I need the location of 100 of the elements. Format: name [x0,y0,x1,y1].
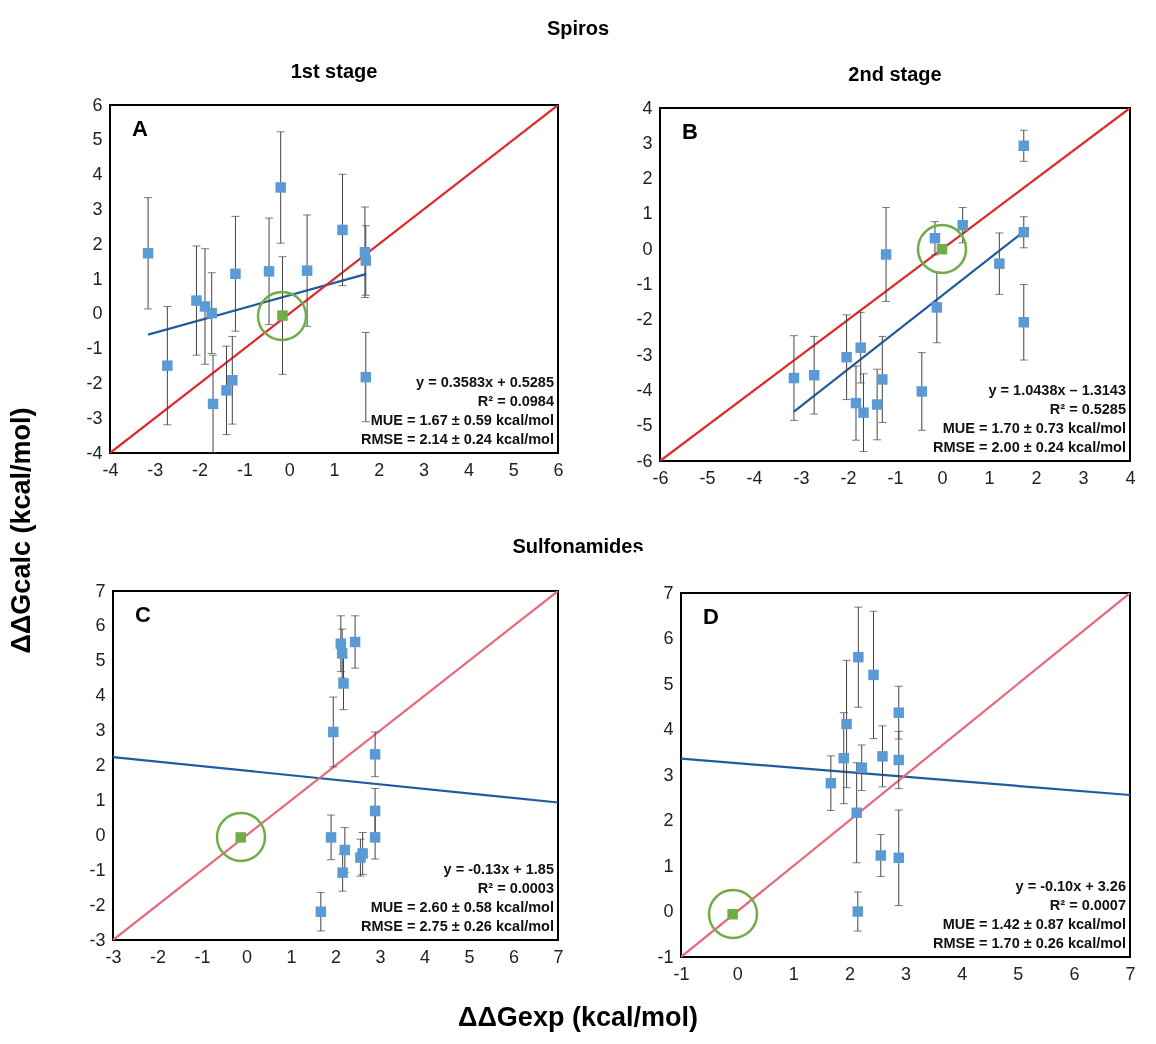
x-axis-title: ΔΔGexp (kcal/mol) [457,1002,699,1033]
point [851,807,862,819]
y-tick-label: 7 [663,582,674,603]
y-tick-label: 6 [95,615,106,636]
x-tick-label: 4 [957,963,968,984]
point [788,372,800,384]
y-tick-label: -1 [89,859,106,880]
y-tick-label: 1 [92,268,103,289]
point [339,844,351,856]
x-tick-label: 3 [900,963,912,984]
point [929,233,941,244]
y-tick-label: 5 [92,129,103,150]
y-tick-label: 2 [642,168,653,189]
point [838,752,850,764]
point [871,399,883,410]
point [369,805,381,817]
y-tick-label: -2 [89,894,106,915]
point [877,374,888,385]
y-tick-label: -5 [636,415,653,436]
annotation: R² = 0.0984 [477,393,554,409]
chart-title: Sulfonamides [512,535,644,557]
x-tick-label: 2 [374,459,385,480]
x-tick-label: 4 [419,946,431,967]
y-axis-title: ΔΔGcalc (kcal/mol) [6,407,38,653]
x-tick-label: 2 [1031,467,1042,488]
point [206,307,217,319]
point [315,906,327,917]
point [880,249,892,260]
point [893,707,905,718]
x-tick-label: 0 [241,946,253,967]
y-tick-label: -3 [86,407,103,428]
y-tick-label: 0 [663,901,674,921]
point [868,669,879,681]
point [191,295,202,306]
point [337,867,348,878]
x-tick-label: 2 [330,946,342,967]
point [957,219,968,231]
y-tick-label: 6 [663,628,674,648]
point [853,651,864,663]
x-tick-label: 4 [1125,467,1136,488]
x-tick-label: 5 [1013,963,1024,984]
x-tick-label: -3 [793,467,810,488]
annotation: MUE = 2.60 ± 0.58 kcal/mol [370,899,554,915]
point [808,369,820,381]
y-tick-label: -4 [86,442,103,463]
y-tick-label: 3 [95,720,106,741]
x-tick-label: 0 [284,459,295,480]
y-tick-label: -1 [636,274,653,294]
y-tick-label: 1 [642,203,653,224]
annotation: MUE = 1.70 ± 0.73 kcal/mol [942,420,1126,436]
annotation: RMSE = 1.70 ± 0.26 kcal/mol [933,935,1126,951]
point [162,360,173,371]
point [349,636,361,648]
y-tick-label: 1 [95,789,106,810]
point [841,718,852,730]
annotation: A [132,116,148,141]
chart-subtitle: 1st stage [290,60,378,82]
point [369,832,381,843]
annotation: y = -0.13x + 1.85 [443,861,554,877]
x-tick-label: -1 [887,467,904,488]
x-tick-label: 1 [984,467,995,488]
point [335,638,347,649]
annotation: RMSE = 2.00 ± 0.24 kcal/mol [933,439,1126,455]
point [875,850,887,861]
y-tick-label: 0 [95,824,106,845]
annotation: y = 0.3583x + 0.5285 [416,374,554,390]
point [325,832,337,843]
y-tick-label: 0 [642,238,653,259]
chart-title: Spiros [545,17,611,40]
annotation: y = 1.0438x – 1.3143 [988,382,1126,398]
point [931,302,943,313]
x-tick-label: 7 [1125,963,1136,984]
x-tick-label: 1 [286,946,297,967]
y-tick-label: 4 [642,97,653,118]
y-tick-label: 3 [642,132,653,153]
point [369,749,381,760]
point [1018,227,1030,238]
point [852,906,864,917]
x-tick-label: -2 [840,467,857,488]
x-tick-label: -5 [699,467,716,488]
point [1018,140,1030,152]
point [207,398,219,410]
x-tick-label: 3 [375,946,386,967]
point [357,848,368,859]
point [841,351,852,363]
y-tick-label: -1 [86,338,103,359]
y-tick-label: 4 [95,685,106,706]
point [338,678,349,689]
y-tick-label: 2 [663,810,674,830]
x-tick-label: 3 [1078,467,1089,488]
point [360,371,372,383]
point [893,754,905,766]
point [328,726,339,738]
point [858,407,869,418]
point [360,255,372,266]
x-tick-label: 6 [553,459,564,480]
y-tick-label: 6 [92,94,103,115]
annotation: R² = 0.5285 [1049,401,1126,417]
point [336,648,348,659]
annotation: B [682,119,698,144]
